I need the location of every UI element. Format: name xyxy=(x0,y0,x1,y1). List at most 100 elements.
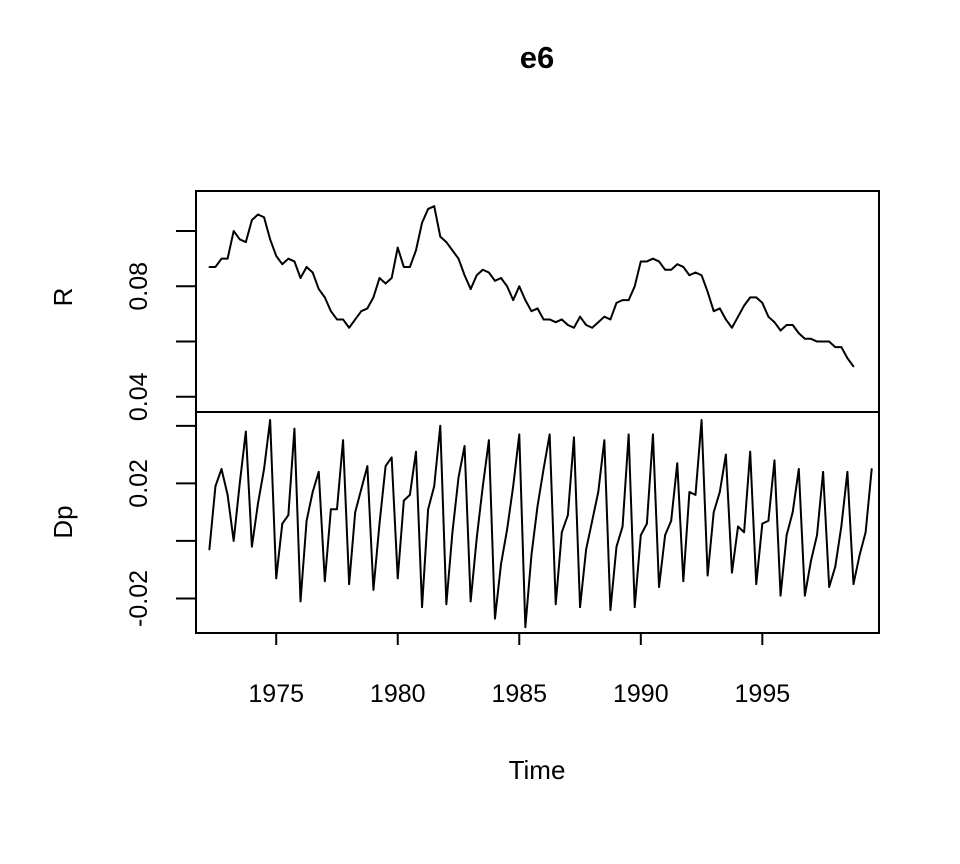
dp-series-line xyxy=(208,419,873,629)
r-data-point xyxy=(639,260,642,263)
dp-data-point xyxy=(700,419,703,421)
dp-data-point xyxy=(664,534,667,537)
dp-data-point xyxy=(287,514,290,516)
dp-data-point xyxy=(785,534,788,537)
r-data-point xyxy=(287,257,290,260)
r-data-point xyxy=(822,340,824,343)
dp-data-point xyxy=(579,606,581,608)
r-data-point xyxy=(251,219,253,221)
chart-title: e6 xyxy=(520,40,554,75)
dp-data-point xyxy=(330,508,332,511)
dp-data-point xyxy=(336,508,338,511)
x-tick-label: 1995 xyxy=(735,680,791,708)
r-data-point xyxy=(548,318,551,321)
r-data-point xyxy=(688,274,691,277)
dp-data-point xyxy=(378,522,381,525)
r-data-point xyxy=(524,299,527,302)
r-data-point xyxy=(396,246,399,249)
r-data-point xyxy=(676,263,679,266)
r-data-point xyxy=(658,260,660,263)
r-data-point xyxy=(834,346,837,348)
x-axis: 1975 1980 1985 1990 1995 xyxy=(248,633,790,708)
r-data-point xyxy=(475,274,478,277)
x-tick-label: 1990 xyxy=(613,680,669,708)
dp-data-point xyxy=(743,531,745,534)
dp-data-point xyxy=(305,519,308,522)
r-data-point xyxy=(317,288,320,290)
r-data-point xyxy=(305,266,308,268)
r-data-point xyxy=(585,324,588,326)
r-data-point xyxy=(597,321,600,324)
dp-data-point xyxy=(737,525,739,528)
y-tick-label: 0.04 xyxy=(125,372,153,421)
dp-data-point xyxy=(506,528,509,531)
dp-data-point xyxy=(846,470,849,473)
dp-data-point xyxy=(451,531,454,534)
dp-data-point xyxy=(232,540,235,542)
dp-data-point xyxy=(852,583,855,585)
dp-data-point xyxy=(779,594,782,597)
r-data-point xyxy=(494,279,496,282)
dp-data-point xyxy=(518,433,521,436)
x-tick-label: 1975 xyxy=(248,680,304,708)
dp-data-point xyxy=(481,485,484,488)
r-data-point xyxy=(542,318,545,321)
x-tick-label: 1985 xyxy=(491,680,547,708)
r-data-point xyxy=(433,205,436,208)
dp-data-point xyxy=(718,491,721,493)
r-data-point xyxy=(354,318,357,321)
r-series-line xyxy=(209,205,855,368)
r-data-point xyxy=(852,365,855,368)
dp-data-point xyxy=(384,465,387,467)
r-data-point xyxy=(500,277,502,279)
r-data-point xyxy=(232,230,235,232)
dp-data-point xyxy=(208,548,211,551)
r-data-point xyxy=(737,315,739,318)
r-data-point xyxy=(384,282,387,285)
dp-data-point xyxy=(773,459,776,462)
r-data-point xyxy=(566,324,569,326)
dp-data-point xyxy=(263,468,265,470)
dp-data-point xyxy=(317,470,320,473)
r-data-point xyxy=(621,299,624,302)
x-axis-label: Time xyxy=(509,755,566,785)
dp-data-point xyxy=(238,482,241,485)
r-data-point xyxy=(214,266,217,268)
dp-data-point xyxy=(566,514,569,516)
r-data-point xyxy=(439,235,442,238)
r-data-point xyxy=(633,285,636,288)
r-data-point xyxy=(257,213,259,216)
r-data-point xyxy=(330,310,332,313)
dp-axis-label: Dp xyxy=(48,505,78,538)
dp-data-point xyxy=(542,468,545,470)
dp-data-point xyxy=(457,476,460,479)
dp-data-point xyxy=(645,522,648,525)
r-data-point xyxy=(445,241,448,244)
r-data-point xyxy=(415,249,417,252)
r-data-point xyxy=(530,310,533,313)
dp-data-point xyxy=(864,531,867,534)
r-y-axis: 0.08 0.04 xyxy=(125,230,196,421)
r-data-point xyxy=(408,266,411,268)
r-data-point xyxy=(469,288,472,290)
dp-data-point xyxy=(603,439,606,442)
dp-data-point xyxy=(554,603,557,606)
dp-data-point xyxy=(676,462,679,465)
data-points xyxy=(208,205,873,629)
dp-data-point xyxy=(342,439,344,442)
bottom-panel-frame xyxy=(195,411,880,634)
r-data-point xyxy=(791,324,794,326)
dp-data-point xyxy=(251,545,253,548)
dp-data-point xyxy=(530,554,533,557)
r-data-point xyxy=(299,277,302,279)
dp-data-point xyxy=(244,430,247,433)
dp-data-point xyxy=(609,609,612,611)
dp-y-axis: 0.02 -0.02 xyxy=(125,424,196,627)
r-data-point xyxy=(208,266,211,268)
dp-data-point xyxy=(390,456,393,459)
dp-data-point xyxy=(573,436,575,439)
r-data-point xyxy=(797,332,800,335)
dp-data-point xyxy=(536,505,539,508)
dp-data-point xyxy=(810,560,812,562)
